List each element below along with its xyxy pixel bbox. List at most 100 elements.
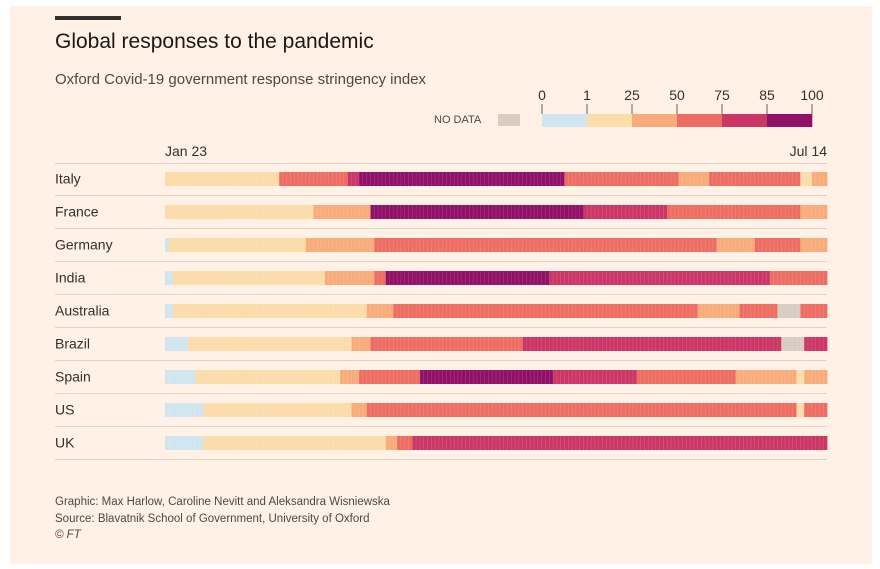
heatmap-row-italy: Italy — [55, 171, 828, 196]
heatmap-row-brazil: Brazil — [55, 336, 828, 361]
heatmap-segment — [564, 172, 680, 186]
day-dividers — [168, 238, 824, 252]
heatmap-segment — [800, 172, 813, 186]
heatmap-segment — [370, 337, 524, 351]
heatmap-segment — [739, 304, 778, 318]
day-dividers — [168, 271, 824, 285]
day-dividers — [168, 205, 824, 219]
heatmap-segment — [374, 271, 387, 285]
legend-tick-label: 75 — [714, 87, 730, 103]
heatmap-segment — [777, 304, 801, 318]
heatmap-segment — [769, 271, 828, 285]
heatmap-row-india: India — [55, 270, 828, 295]
heatmap-segment — [172, 271, 326, 285]
chart-subtitle: Oxford Covid-19 government response stri… — [55, 71, 427, 88]
day-dividers — [168, 436, 824, 450]
heatmap-segment — [351, 403, 368, 417]
row-label: UK — [55, 435, 75, 451]
credits: Graphic: Max Harlow, Caroline Nevitt and… — [55, 494, 390, 544]
heatmap-row-australia: Australia — [55, 303, 828, 328]
heatmap-segment — [549, 271, 771, 285]
heatmap-segment — [165, 304, 174, 318]
color-legend: 0 1 25 50 75 85 100 — [538, 87, 824, 127]
row-label: Brazil — [55, 336, 90, 352]
row-label: India — [55, 270, 86, 286]
day-dividers — [168, 172, 824, 186]
heatmap-segment — [165, 172, 280, 186]
heatmap-segment — [800, 238, 828, 252]
heatmap-segment — [165, 403, 204, 417]
stringency-heatmap: Jan 23 Jul 14 Italy France Germany India Austr… — [55, 143, 828, 460]
legend-swatch-4 — [722, 114, 768, 127]
heatmap-segment — [754, 238, 801, 252]
heatmap-segment — [168, 238, 307, 252]
heatmap-segment — [385, 436, 398, 450]
legend-swatch-0 — [542, 114, 588, 127]
heatmap-segment — [359, 172, 565, 186]
heatmap-segment — [203, 403, 352, 417]
heatmap-segment — [203, 436, 387, 450]
x-axis-start-label: Jan 23 — [165, 143, 207, 159]
heatmap-segment — [366, 304, 394, 318]
heatmap-row-spain: Spain — [55, 369, 828, 394]
heatmap-segment — [165, 205, 314, 219]
heatmap-segment — [667, 205, 801, 219]
heatmap-segment — [370, 205, 584, 219]
heatmap-segment — [522, 337, 782, 351]
heatmap-segment — [412, 436, 596, 450]
heatmap-segment — [800, 205, 828, 219]
credit-graphic: Graphic: Max Harlow, Caroline Nevitt and… — [55, 496, 390, 508]
legend-tick-label: 25 — [624, 87, 640, 103]
legend-tick-label: 85 — [759, 87, 775, 103]
heatmap-segment — [636, 370, 737, 384]
legend-swatch-2 — [632, 114, 678, 127]
heatmap-segment — [553, 370, 638, 384]
heatmap-segment — [735, 370, 797, 384]
heatmap-segment — [796, 403, 805, 417]
heatmap-segment — [279, 172, 291, 186]
heatmap-segment — [351, 337, 371, 351]
x-axis-end-label: Jul 14 — [790, 143, 828, 159]
heatmap-segment — [804, 403, 828, 417]
legend-swatch-5 — [767, 114, 813, 127]
heatmap-segment — [796, 370, 805, 384]
heatmap-segment — [397, 436, 413, 450]
heatmap-segment — [594, 436, 828, 450]
legend-tick-label: 100 — [800, 87, 824, 103]
heatmap-segment — [305, 238, 375, 252]
title-accent-bar — [55, 16, 121, 20]
heatmap-segment — [781, 337, 805, 351]
legend-tick-label: 0 — [538, 87, 546, 103]
heatmap-segment — [165, 238, 170, 252]
row-label: Spain — [55, 369, 91, 385]
heatmap-segment — [165, 436, 204, 450]
heatmap-segment — [313, 205, 371, 219]
heatmap-segment — [324, 271, 375, 285]
heatmap-segment — [347, 172, 360, 186]
row-label: Germany — [55, 237, 113, 253]
row-label: France — [55, 204, 99, 220]
legend-swatch-3 — [677, 114, 723, 127]
day-dividers — [168, 370, 824, 384]
legend-tick-label: 50 — [669, 87, 685, 103]
day-dividers — [168, 337, 824, 351]
heatmap-segment — [385, 271, 550, 285]
heatmap-segment — [800, 304, 828, 318]
heatmap-segment — [187, 337, 352, 351]
heatmap-segment — [359, 370, 421, 384]
heatmap-segment — [172, 304, 368, 318]
heatmap-segment — [374, 238, 718, 252]
heatmap-segment — [697, 304, 740, 318]
heatmap-segment — [393, 304, 489, 318]
row-label: US — [55, 402, 74, 418]
heatmap-segment — [366, 403, 797, 417]
heatmap-segment — [195, 370, 341, 384]
credit-source: Source: Blavatnik School of Government, … — [55, 512, 370, 525]
heatmap-segment — [165, 271, 174, 285]
legend-tick-label: 1 — [583, 87, 591, 103]
heatmap-segment — [709, 172, 801, 186]
heatmap-row-france: France — [55, 204, 828, 229]
heatmap-segment — [165, 370, 196, 384]
legend-swatch-1 — [587, 114, 633, 127]
heatmap-segment — [811, 172, 828, 186]
